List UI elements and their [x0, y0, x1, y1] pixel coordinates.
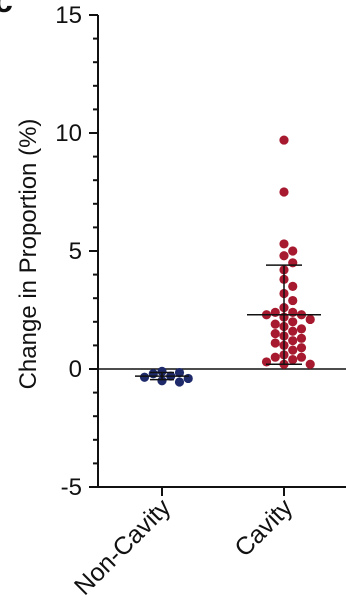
point-cavity — [270, 329, 280, 339]
point-non-cavity — [157, 366, 167, 376]
point-cavity — [296, 333, 307, 343]
point-non-cavity — [174, 367, 185, 378]
point-cavity — [270, 307, 280, 317]
point-cavity — [288, 345, 298, 355]
point-non-cavity — [183, 373, 193, 384]
point-cavity — [296, 352, 307, 362]
point-cavity — [288, 336, 298, 346]
point-cavity — [288, 354, 298, 365]
y-axis-title: Change in Proportion (%) — [15, 119, 42, 390]
point-cavity — [305, 359, 315, 369]
point-cavity — [279, 239, 289, 249]
y-tick-label: 0 — [69, 356, 82, 383]
point-cavity — [305, 314, 315, 325]
point-cavity — [279, 251, 289, 261]
x-tick-label-non-cavity: Non-Cavity — [69, 493, 177, 601]
data-points — [139, 135, 315, 387]
point-cavity — [296, 343, 307, 353]
point-cavity — [296, 324, 307, 334]
point-cavity — [288, 295, 298, 306]
point-cavity — [279, 187, 289, 197]
point-cavity — [288, 317, 298, 327]
y-tick-label: 10 — [55, 120, 82, 147]
y-tick-label: 5 — [69, 238, 82, 265]
y-tick-label: 15 — [55, 2, 82, 29]
error-bars — [135, 264, 321, 381]
x-tick-label-cavity: Cavity — [229, 493, 298, 562]
point-cavity — [288, 326, 298, 336]
point-cavity — [270, 319, 280, 329]
point-non-cavity — [174, 377, 185, 387]
x-axis: Non-Cavity Cavity — [69, 486, 346, 601]
point-non-cavity — [139, 372, 150, 382]
panel-letter: c — [0, 0, 13, 20]
point-cavity — [288, 246, 298, 256]
point-cavity — [288, 307, 298, 317]
y-axis: -5 0 5 10 15 — [55, 2, 99, 501]
point-cavity — [288, 258, 298, 268]
point-non-cavity — [157, 376, 167, 386]
point-non-cavity — [148, 369, 158, 379]
point-cavity — [261, 357, 272, 367]
point-cavity — [270, 352, 280, 362]
point-cavity — [279, 135, 289, 145]
y-tick-label: -5 — [61, 474, 82, 501]
point-cavity — [288, 281, 298, 291]
point-cavity — [270, 338, 280, 348]
